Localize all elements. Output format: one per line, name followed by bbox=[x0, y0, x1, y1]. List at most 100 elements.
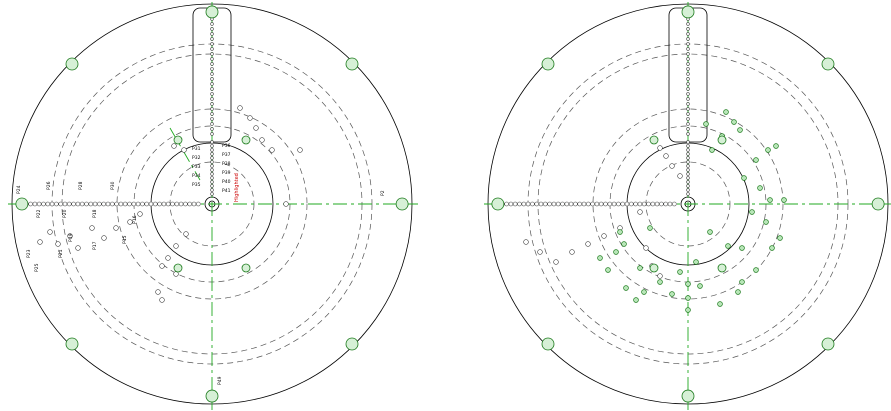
slot-hole bbox=[210, 132, 214, 136]
slot-holes bbox=[210, 12, 214, 196]
row-hole bbox=[92, 201, 98, 207]
bolt-marker bbox=[65, 57, 79, 71]
slot-hole bbox=[210, 152, 214, 156]
row-hole bbox=[122, 201, 128, 207]
scatter-hole bbox=[767, 197, 773, 203]
scatter-hole bbox=[685, 281, 691, 287]
row-hole bbox=[165, 201, 171, 207]
slot-hole bbox=[210, 102, 214, 106]
label-p31: P31 bbox=[192, 146, 201, 152]
scatter-holes bbox=[37, 105, 303, 303]
row-hole bbox=[148, 201, 154, 207]
scatter-hole bbox=[669, 291, 675, 297]
row-hole bbox=[624, 201, 630, 207]
slot-hole bbox=[210, 92, 214, 96]
row-hole bbox=[36, 201, 42, 207]
scatter-hole bbox=[101, 235, 107, 241]
scatter-hole bbox=[55, 241, 61, 247]
slot-hole bbox=[210, 32, 214, 36]
scatter-hole bbox=[735, 289, 741, 295]
scatter-hole bbox=[637, 265, 643, 271]
slot-hole bbox=[210, 144, 214, 148]
row-hole bbox=[153, 201, 158, 207]
row-hole bbox=[650, 201, 656, 207]
scatter-hole bbox=[757, 185, 763, 191]
row-hole bbox=[594, 201, 600, 207]
bolt-marker bbox=[717, 135, 727, 145]
row-hole bbox=[620, 201, 626, 207]
slot-hole bbox=[210, 52, 214, 56]
row-hole bbox=[32, 201, 38, 207]
row-hole bbox=[178, 201, 184, 207]
scatter-hole bbox=[677, 269, 683, 275]
label-p34: P34 bbox=[192, 173, 201, 179]
label-p15: P15 bbox=[122, 235, 128, 244]
row-hole bbox=[525, 201, 531, 207]
bolt-marker bbox=[717, 263, 727, 273]
row-hole bbox=[71, 201, 76, 207]
slot-hole bbox=[210, 37, 214, 41]
scatter-holes bbox=[523, 145, 683, 279]
slot-hole bbox=[686, 87, 690, 91]
slot-hole bbox=[686, 168, 690, 172]
row-hole bbox=[135, 201, 141, 207]
row-hole bbox=[654, 201, 660, 207]
centerline-diagonal bbox=[169, 127, 201, 181]
row-hole bbox=[131, 201, 137, 207]
label-p35: P35 bbox=[192, 182, 201, 188]
row-hole bbox=[637, 201, 643, 207]
scatter-hole bbox=[737, 127, 743, 133]
slot-hole bbox=[686, 160, 690, 164]
slot-hole bbox=[686, 62, 690, 66]
slot-hole bbox=[210, 180, 214, 184]
row-hole bbox=[504, 201, 509, 207]
row-hole bbox=[598, 201, 604, 207]
scatter-hole bbox=[617, 229, 623, 235]
slot-hole bbox=[210, 27, 214, 31]
slot-hole bbox=[210, 82, 214, 86]
slot-hole bbox=[686, 67, 690, 71]
scatter-hole bbox=[657, 273, 663, 279]
scatter-hole bbox=[613, 249, 619, 255]
row-hole bbox=[41, 201, 46, 207]
bolt-marker bbox=[241, 135, 251, 145]
slot-hole bbox=[686, 32, 690, 36]
slot-hole bbox=[210, 192, 214, 196]
scatter-hole bbox=[67, 233, 73, 239]
row-hole bbox=[646, 201, 651, 207]
bolt-marker bbox=[491, 197, 505, 211]
bolt-marker bbox=[871, 197, 885, 211]
label-p39: P39 bbox=[222, 170, 231, 176]
slot-hole bbox=[686, 164, 690, 168]
label-p19: P19 bbox=[68, 233, 74, 242]
scatter-hole bbox=[781, 197, 787, 203]
slot-hole bbox=[210, 72, 214, 76]
row-hole bbox=[555, 201, 561, 207]
bolt-marker bbox=[205, 5, 219, 19]
scatter-hole bbox=[623, 285, 629, 291]
row-hole bbox=[564, 201, 570, 207]
scatter-hole bbox=[37, 239, 43, 245]
scatter-hole bbox=[113, 225, 119, 231]
label-p17: P17 bbox=[92, 241, 98, 250]
scatter-hole bbox=[237, 105, 243, 111]
slot-hole bbox=[686, 22, 690, 26]
row-hole bbox=[114, 201, 119, 207]
row-hole bbox=[67, 201, 72, 207]
bolt-marker bbox=[681, 5, 695, 19]
slot-hole bbox=[210, 107, 214, 111]
row-hole bbox=[118, 201, 124, 207]
scatter-hole bbox=[753, 157, 759, 163]
scatter-hole bbox=[663, 153, 669, 159]
slot-hole bbox=[686, 82, 690, 86]
upper-labels: P31 P32 P33 P34 P35 P36 P37 P38 P39 P40 … bbox=[192, 143, 231, 194]
bolt-marker bbox=[681, 389, 695, 403]
scatter-hole bbox=[703, 121, 709, 127]
scatter-hole bbox=[763, 219, 769, 225]
slot-hole bbox=[686, 107, 690, 111]
row-hole bbox=[611, 201, 617, 207]
bolt-marker bbox=[173, 263, 183, 273]
slot-hole bbox=[686, 152, 690, 156]
slot-hole bbox=[210, 168, 214, 172]
